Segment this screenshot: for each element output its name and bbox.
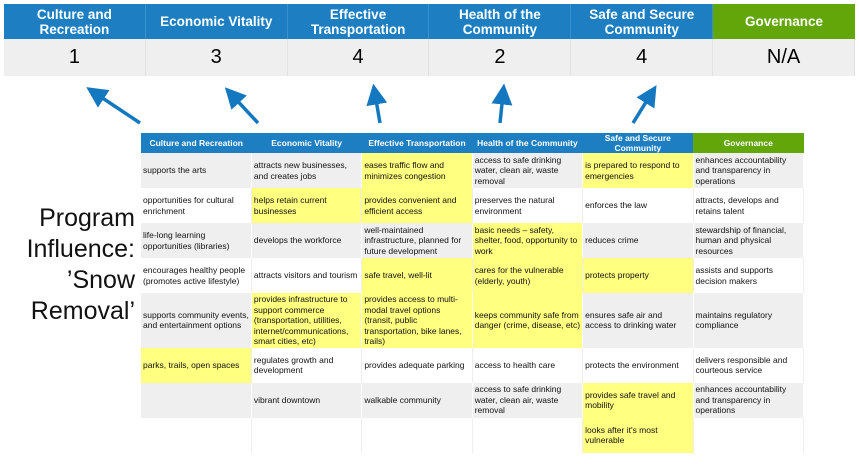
highlighted-cell: eases traffic flow and minimizes congest… xyxy=(361,153,473,188)
banner-category-score: 4 xyxy=(287,39,430,76)
table-cell: ensures safe air and access to drinking … xyxy=(582,293,694,348)
banner-category-header: Governance xyxy=(713,4,855,39)
arrows xyxy=(86,83,657,125)
table-cell: attracts new businesses, and creates job… xyxy=(251,153,363,188)
table-cell: enhances accountability and transparency… xyxy=(693,382,805,418)
table-cell: maintains regulatory compliance xyxy=(693,293,805,348)
table-row: supports the arts attracts new businesses… xyxy=(141,153,805,188)
highlighted-cell: provides infrastructure to support comme… xyxy=(251,293,363,348)
table-cell: delivers responsible and courteous servi… xyxy=(693,347,805,383)
table-cell: stewardship of financial, human and phys… xyxy=(693,223,805,258)
category-banner: Culture and Recreation Economic Vitality E… xyxy=(4,4,855,76)
table-cell: supports the arts xyxy=(141,153,252,188)
table-cell: attracts visitors and tourism xyxy=(251,258,363,293)
highlighted-cell: provides convenient and efficient access xyxy=(361,188,473,223)
influence-table: Culture and Recreation Economic Vitality E… xyxy=(141,133,805,453)
banner-category-score: N/A xyxy=(713,39,855,76)
highlighted-cell: provides safe travel and mobility xyxy=(582,382,694,418)
column-header: Effective Transportation xyxy=(361,133,473,153)
table-cell: regulates growth and development xyxy=(251,347,363,383)
banner-category-score: 1 xyxy=(4,39,146,76)
table-header-row: Culture and Recreation Economic Vitality E… xyxy=(141,133,804,153)
table-cell: preserves the natural environment xyxy=(472,188,584,223)
banner-category-header: Culture and Recreation xyxy=(4,4,146,39)
highlighted-cell: cares for the vulnerable (elderly, youth… xyxy=(472,258,584,293)
table-cell xyxy=(693,417,805,453)
table-cell: encourages healthy people (promotes acti… xyxy=(141,258,252,293)
banner-category-score: 2 xyxy=(429,39,572,76)
column-header: Safe and Secure Community xyxy=(582,133,694,153)
table-row: vibrant downtown walkable community access… xyxy=(141,382,805,418)
highlighted-cell: keeps community safe from danger (crime,… xyxy=(472,293,584,348)
table-cell xyxy=(361,417,473,453)
banner-category-header: Safe and Secure Community xyxy=(571,4,714,39)
table-cell: enforces the law xyxy=(582,188,694,223)
highlighted-cell: basic needs – safety, shelter, food, opp… xyxy=(472,223,584,258)
table-cell: access to safe drinking water, clean air… xyxy=(472,153,584,188)
highlighted-cell: safe travel, well-lit xyxy=(361,258,473,293)
banner-category-score: 3 xyxy=(145,39,288,76)
table-cell: access to safe drinking water, clean air… xyxy=(472,382,584,418)
table-cell: enhances accountability and transparency… xyxy=(693,153,805,188)
column-header: Governance xyxy=(693,133,804,153)
highlighted-cell: protects property xyxy=(582,258,694,293)
column-header: Health of the Community xyxy=(472,133,583,153)
table-cell: well-maintained infrastructure, planned … xyxy=(361,223,473,258)
highlighted-cell: parks, trails, open spaces xyxy=(141,347,252,383)
table-row: opportunities for cultural enrichment hel… xyxy=(141,188,805,223)
banner-category-header: Effective Transportation xyxy=(287,4,430,39)
arrow-icon xyxy=(224,87,260,125)
table-cell: access to health care xyxy=(472,347,584,383)
table-cell: opportunities for cultural enrichment xyxy=(141,188,252,223)
table-cell: attracts, develops and retains talent xyxy=(693,188,805,223)
table-cell: provides adequate parking xyxy=(361,347,473,383)
table-cell: walkable community xyxy=(361,382,473,418)
table-cell: develops the workforce xyxy=(251,223,363,258)
table-row: looks after it's most vulnerable xyxy=(141,417,805,453)
table-cell xyxy=(251,417,363,453)
table-cell: protects the environment xyxy=(582,347,694,383)
banner-score-row: 1 3 4 2 4 N/A xyxy=(4,39,855,76)
banner-category-score: 4 xyxy=(571,39,714,76)
table-cell xyxy=(141,417,252,453)
table-row: supports community events, and entertain… xyxy=(141,293,805,348)
table-cell: supports community events, and entertain… xyxy=(141,293,252,348)
banner-category-header: Economic Vitality xyxy=(145,4,288,39)
table-row: life-long learning opportunities (librar… xyxy=(141,223,805,258)
banner-header-row: Culture and Recreation Economic Vitality E… xyxy=(4,4,855,39)
highlighted-cell: looks after it's most vulnerable xyxy=(582,417,694,453)
table-cell xyxy=(472,417,584,453)
table-row: encourages healthy people (promotes acti… xyxy=(141,258,805,293)
highlighted-cell: helps retain current businesses xyxy=(251,188,363,223)
table-cell: vibrant downtown xyxy=(251,382,363,418)
arrow-icon xyxy=(366,83,388,124)
column-header: Economic Vitality xyxy=(251,133,362,153)
arrow-icon xyxy=(491,83,513,124)
table-cell: life-long learning opportunities (librar… xyxy=(141,223,252,258)
table-cell: assists and supports decision makers xyxy=(693,258,805,293)
table-cell: reduces crime xyxy=(582,223,694,258)
arrow-icon xyxy=(86,87,141,125)
arrow-icon xyxy=(631,85,657,124)
table-cell xyxy=(141,382,252,418)
table-row: parks, trails, open spaces regulates grow… xyxy=(141,347,805,383)
program-influence-label: Program Influence: ’Snow Removal’ xyxy=(26,204,135,325)
highlighted-cell: is prepared to respond to emergencies xyxy=(582,153,694,188)
banner-category-header: Health of the Community xyxy=(429,4,572,39)
column-header: Culture and Recreation xyxy=(141,133,252,153)
highlighted-cell: provides access to multi-modal travel op… xyxy=(361,293,473,348)
